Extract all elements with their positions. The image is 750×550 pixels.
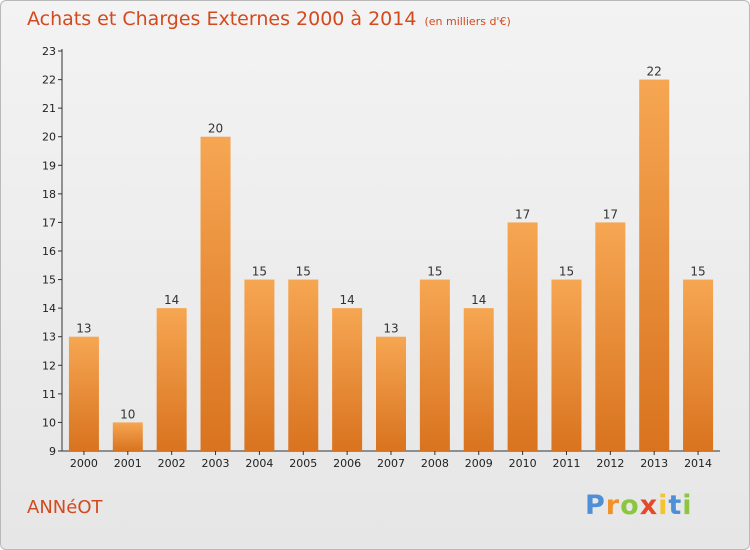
y-tick-label: 11 [42,388,56,401]
data-label: 17 [603,207,618,221]
data-label: 15 [559,265,574,279]
y-tick-label: 21 [42,102,56,115]
y-tick-label: 9 [49,445,56,458]
bar [419,279,450,451]
y-tick-label: 23 [42,45,56,58]
bar [463,308,494,451]
x-tick-label: 2011 [552,457,580,470]
data-label: 15 [296,265,311,279]
bar [68,336,99,451]
data-label: 17 [515,207,530,221]
data-label: 22 [647,65,662,79]
data-label: 10 [120,407,135,421]
logo-letter: r [605,490,621,521]
logo-letter: i [682,490,693,521]
y-tick-label: 16 [42,245,56,258]
y-tick-label: 15 [42,274,56,287]
chart-title-text: Achats et Charges Externes 2000 à 2014 [27,8,417,30]
y-tick-label: 19 [42,159,56,172]
data-label: 14 [471,293,486,307]
x-tick-label: 2002 [158,457,186,470]
y-tick-label: 18 [42,188,56,201]
data-label: 14 [164,293,179,307]
y-tick-label: 20 [42,131,56,144]
x-tick-label: 2007 [377,457,405,470]
x-tick-label: 2006 [333,457,361,470]
bar [156,308,187,451]
data-label: 15 [252,265,267,279]
bar [507,222,538,451]
y-tick-label: 12 [42,359,56,372]
logo-letter: P [585,490,606,521]
logo-letter: t [668,490,683,521]
logo-letter: o [620,490,640,521]
x-tick-label: 2005 [289,457,317,470]
y-tick-label: 14 [42,302,56,315]
bar [288,279,319,451]
x-tick-label: 2009 [465,457,493,470]
x-tick-label: 2003 [202,457,230,470]
x-tick-label: 2008 [421,457,449,470]
bar [683,279,714,451]
x-tick-label: 2013 [640,457,668,470]
bar [639,79,670,452]
x-tick-label: 2010 [509,457,537,470]
bar [595,222,626,451]
x-tick-label: 2000 [70,457,98,470]
location-name: ANNéOT [27,497,103,518]
chart-subtitle: (en milliers d'€) [424,15,511,28]
data-label: 13 [76,322,91,336]
bar [332,308,363,451]
bar [551,279,582,451]
bar [112,422,143,451]
bar [244,279,275,451]
data-label: 15 [690,265,705,279]
proxiti-logo: Proxiti [585,490,693,521]
bar [200,136,231,451]
y-tick-label: 13 [42,331,56,344]
data-label: 14 [339,293,354,307]
data-label: 20 [208,122,223,136]
x-tick-label: 2012 [596,457,624,470]
y-tick-label: 17 [42,216,56,229]
data-label: 15 [427,265,442,279]
logo-letter: i [658,490,669,521]
x-tick-label: 2004 [245,457,273,470]
bar [376,336,406,451]
data-label: 13 [383,322,398,336]
x-tick-label: 2001 [114,457,142,470]
chart-title: Achats et Charges Externes 2000 à 2014 (e… [27,8,511,30]
y-tick-label: 22 [42,74,56,87]
logo-letter: x [639,490,659,521]
y-tick-label: 10 [42,416,56,429]
x-tick-label: 2014 [684,457,712,470]
